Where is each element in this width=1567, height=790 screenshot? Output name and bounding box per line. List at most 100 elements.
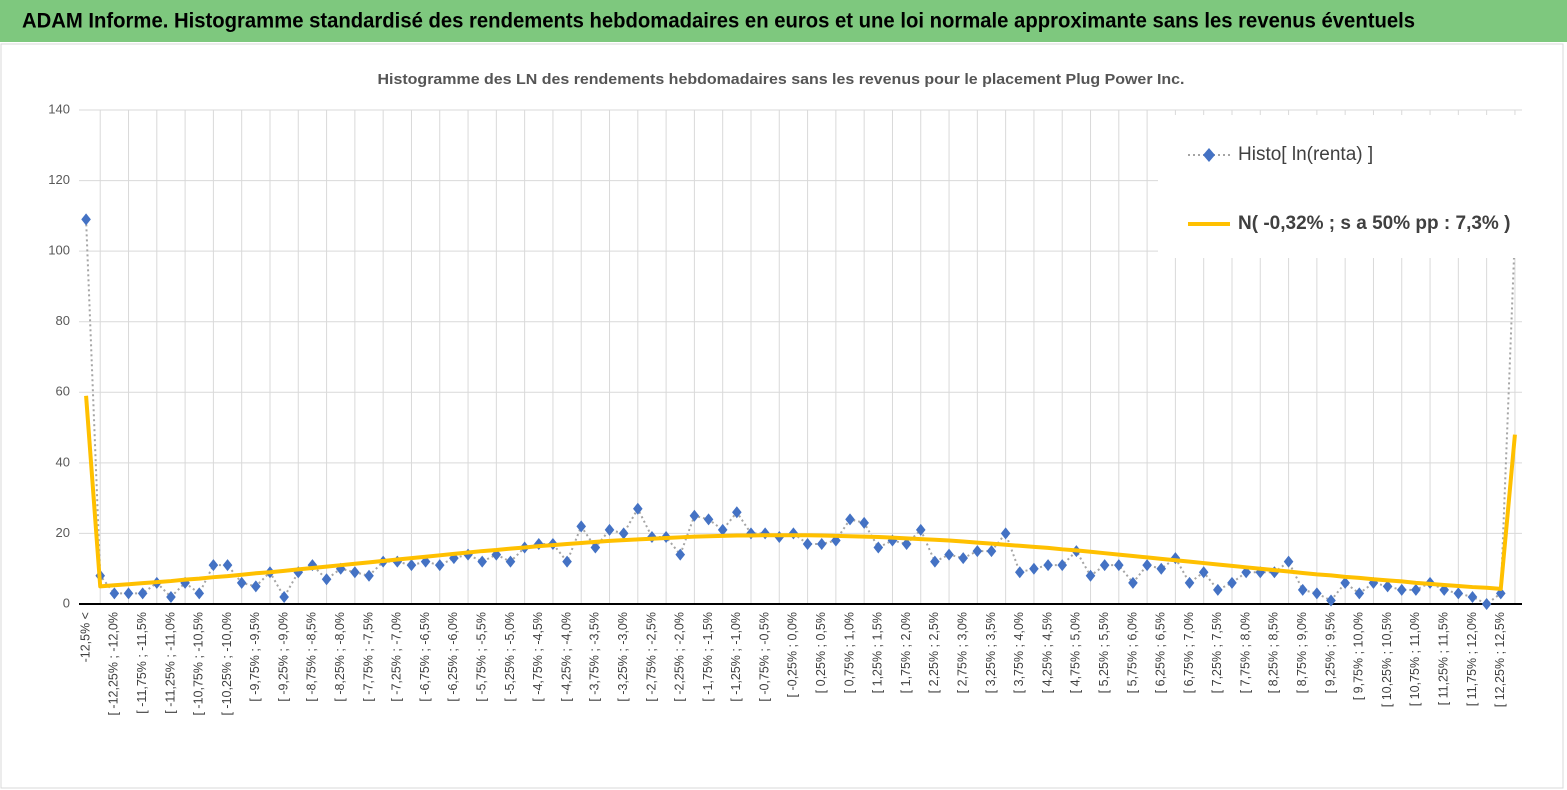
data-point (873, 541, 884, 554)
data-point (533, 538, 544, 551)
data-point (1085, 569, 1096, 582)
x-tick-label: [ 10,25% ; 10,5% (1380, 612, 1394, 707)
x-tick-label: [ -11,75% ; -11,5% (135, 612, 149, 714)
x-tick-label: [ 4,75% ; 5,0% (1069, 612, 1083, 693)
data-point (1312, 587, 1322, 600)
x-tick-label: [ -10,25% ; -10,0% (220, 612, 234, 716)
data-point (703, 513, 714, 526)
data-point (1213, 583, 1223, 596)
x-tick-label: [ 5,75% ; 6,0% (1125, 612, 1139, 693)
y-tick-label: 80 (56, 313, 70, 328)
data-point (1411, 583, 1421, 596)
data-point (1043, 559, 1053, 572)
data-point (350, 566, 360, 579)
data-point (1128, 576, 1138, 589)
x-tick-label: [ 7,25% ; 7,5% (1210, 612, 1224, 693)
chart-title: Histogramme des LN des rendements hebdom… (378, 71, 1185, 88)
x-tick-label: [ -8,25% ; -8,0% (333, 612, 347, 702)
data-point (859, 516, 869, 529)
data-point (590, 541, 601, 554)
data-point (1014, 566, 1025, 579)
x-tick-label: [ 5,25% ; 5,5% (1097, 612, 1111, 693)
data-point (81, 213, 91, 226)
data-point (1326, 594, 1336, 607)
legend-label: N( -0,32% ; s a 50% pp : 7,3% ) (1238, 213, 1510, 234)
x-tick-label: [ 3,25% ; 3,5% (984, 612, 998, 693)
legend-swatch (1203, 148, 1215, 162)
data-point (562, 555, 572, 568)
data-point (1029, 562, 1039, 575)
data-point (1481, 598, 1492, 610)
data-point (986, 545, 997, 558)
legend-label: Histo[ ln(renta) ] (1238, 144, 1373, 165)
x-tick-label: [ 6,75% ; 7,0% (1182, 612, 1196, 693)
y-tick-label: 140 (48, 101, 70, 116)
x-tick-label: [ 7,75% ; 8,0% (1238, 612, 1252, 693)
data-point (251, 580, 261, 593)
data-point (816, 538, 827, 551)
series-line (85, 219, 1516, 606)
x-tick-label: [ -1,25% ; -1,0% (729, 612, 743, 702)
x-tick-label: [ -2,25% ; -2,0% (673, 612, 687, 702)
x-tick-label: [ -6,25% ; -6,0% (446, 612, 460, 702)
y-tick-label: 120 (48, 172, 70, 187)
data-point (633, 502, 643, 515)
y-tick-label: 0 (63, 595, 70, 610)
legend-box (1158, 115, 1522, 258)
data-point (958, 552, 968, 565)
x-tick-label: [ 2,75% ; 3,0% (955, 612, 969, 693)
x-tick-label: [ -3,25% ; -3,0% (616, 612, 630, 702)
x-tick-label: [ 1,75% ; 2,0% (899, 612, 913, 693)
y-tick-label: 100 (48, 243, 70, 258)
data-point (194, 587, 205, 600)
x-tick-label: [ 4,25% ; 4,5% (1040, 612, 1054, 693)
x-tick-label: [ 8,25% ; 8,5% (1267, 612, 1281, 693)
data-point (137, 587, 148, 600)
x-tick-label: [ 8,75% ; 9,0% (1295, 612, 1309, 693)
data-point (321, 573, 332, 586)
data-point (109, 587, 120, 600)
data-point (845, 513, 855, 526)
data-point (675, 548, 686, 561)
data-point (236, 576, 247, 589)
data-point (1057, 559, 1068, 572)
x-tick-label: [ -3,75% ; -3,5% (588, 612, 602, 702)
x-tick-label: [ 1,25% ; 1,5% (871, 612, 885, 693)
series-line (84, 395, 1517, 591)
x-tick-label: [ -0,25% ; 0,0% (786, 612, 800, 697)
x-tick-label: [ -2,75% ; -2,5% (644, 612, 658, 702)
data-point (434, 559, 445, 572)
data-point (222, 559, 233, 572)
data-point (1297, 583, 1308, 596)
data-point (802, 538, 813, 551)
data-point (1467, 590, 1478, 603)
data-point (123, 587, 134, 600)
data-point (1000, 527, 1011, 540)
data-point (1283, 555, 1294, 568)
x-tick-label: [ 9,25% ; 9,5% (1323, 612, 1337, 693)
x-tick-label: [ -8,75% ; -8,5% (305, 612, 319, 702)
data-point (944, 548, 954, 561)
data-point (618, 527, 629, 540)
data-point (1354, 587, 1365, 600)
x-tick-label: [ -4,25% ; -4,0% (559, 612, 573, 702)
data-point (1453, 587, 1464, 600)
x-tick-label: [ -7,25% ; -7,0% (390, 612, 404, 702)
x-tick-label: [ -9,25% ; -9,0% (276, 612, 290, 702)
header-title: ADAM Informe. Histogramme standardisé de… (22, 10, 1415, 33)
data-point (732, 506, 742, 519)
data-point (477, 555, 487, 568)
x-tick-label: [ 9,75% ; 10,0% (1352, 612, 1366, 700)
data-point (930, 555, 940, 568)
x-tick-label: [ -7,75% ; -7,5% (361, 612, 375, 702)
data-point (689, 509, 700, 522)
data-point (364, 569, 374, 582)
data-point (1198, 566, 1209, 579)
data-point (208, 559, 219, 572)
x-tick-label: [ 10,75% ; 11,0% (1408, 612, 1422, 706)
data-point (505, 555, 516, 568)
x-tick-label: [ -1,75% ; -1,5% (701, 612, 715, 702)
x-tick-label: [ -12,25% ; -12,0% (107, 612, 121, 716)
x-tick-label: [ -9,75% ; -9,5% (248, 612, 262, 702)
